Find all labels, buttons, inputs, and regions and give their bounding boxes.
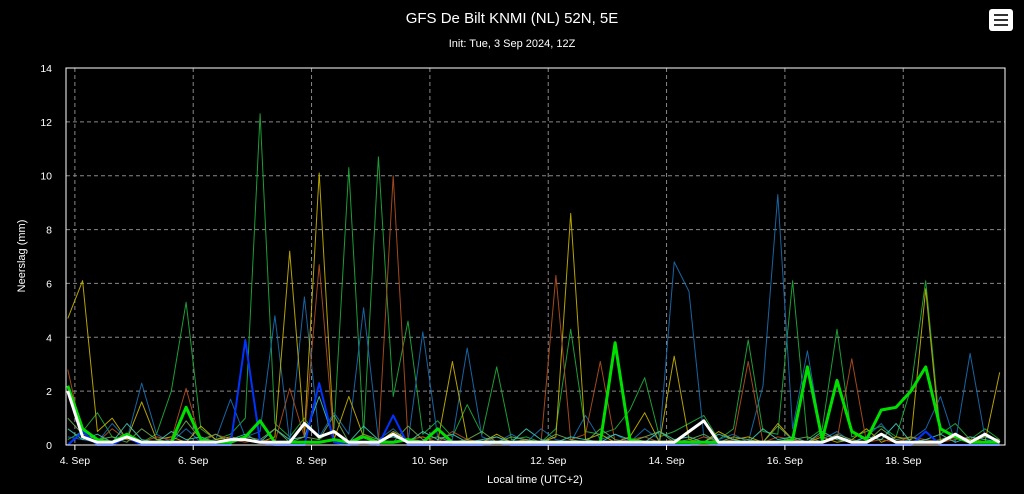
menu-bar bbox=[994, 19, 1008, 21]
x-tick-label: 16. Sep bbox=[767, 455, 803, 467]
x-tick-label: 8. Sep bbox=[296, 455, 327, 467]
y-tick-label: 0 bbox=[46, 440, 52, 452]
plot-frame bbox=[65, 67, 1006, 446]
series-line bbox=[67, 172, 1001, 443]
y-tick-label: 6 bbox=[46, 278, 52, 290]
chart-subtitle: Init: Tue, 3 Sep 2024, 12Z bbox=[448, 38, 576, 50]
menu-bar bbox=[994, 14, 1008, 16]
chart-grid bbox=[66, 68, 1005, 445]
y-tick-label: 10 bbox=[40, 171, 52, 183]
y-tick-label: 8 bbox=[46, 225, 52, 237]
series-line bbox=[66, 341, 1000, 444]
series-line bbox=[66, 390, 1001, 444]
chart-title: GFS De Bilt KNMI (NL) 52N, 5E bbox=[405, 10, 619, 27]
y-axis-title: Neerslag (mm) bbox=[16, 220, 28, 293]
x-tick-label: 10. Sep bbox=[412, 455, 448, 467]
x-tick-label: 12. Sep bbox=[530, 455, 566, 467]
x-tick-label: 14. Sep bbox=[648, 455, 684, 467]
x-axis-title: Local time (UTC+2) bbox=[487, 474, 583, 486]
menu-bar bbox=[994, 24, 1008, 26]
series-line bbox=[67, 175, 1000, 443]
x-tick-label: 18. Sep bbox=[885, 455, 921, 467]
y-tick-label: 2 bbox=[46, 386, 52, 398]
y-tick-label: 14 bbox=[40, 63, 52, 75]
hamburger-menu-icon[interactable] bbox=[989, 9, 1013, 31]
x-tick-label: 6. Sep bbox=[178, 455, 209, 467]
series-line bbox=[67, 339, 1000, 446]
series-line bbox=[67, 113, 1000, 443]
x-tick-label: 4. Sep bbox=[60, 455, 91, 467]
y-tick-label: 4 bbox=[46, 332, 52, 344]
chart-series bbox=[66, 113, 1001, 446]
y-tick-label: 12 bbox=[40, 117, 52, 129]
axis-ticks: 0 2 4 6 8 10 12 14 4. Sep 6. Sep 8. Sep 10. Sep 12. … bbox=[40, 63, 921, 467]
